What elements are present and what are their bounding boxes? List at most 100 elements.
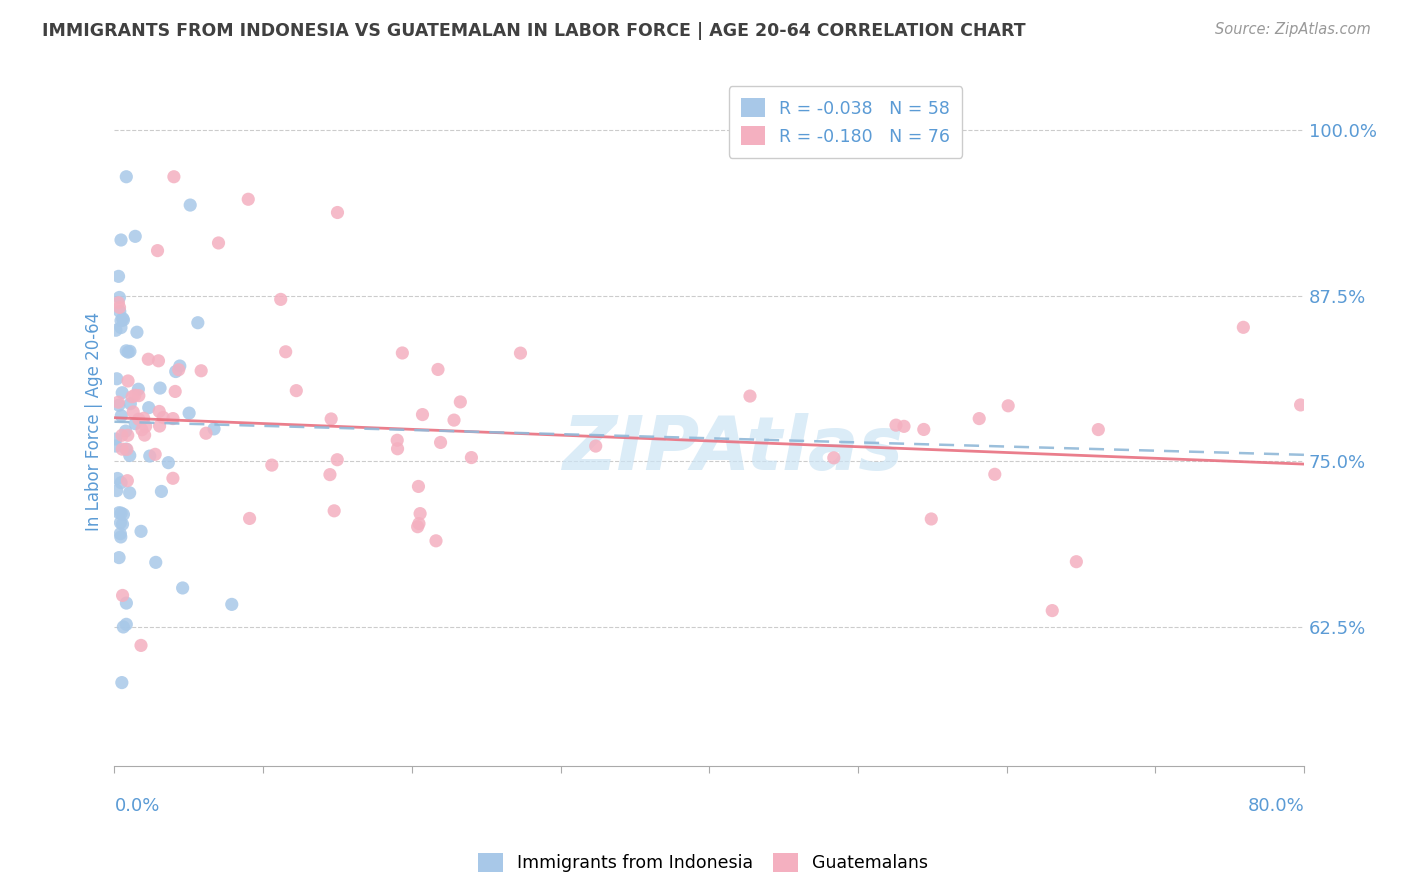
Point (967, 411, 990, 425)
Point (120, 397, 142, 411)
Point (585, 439, 607, 453)
Point (387, 442, 409, 456)
Point (145, 555, 167, 569)
Point (238, 192, 260, 206)
Point (111, 385, 134, 400)
Point (104, 439, 127, 453)
Point (738, 389, 761, 403)
Point (115, 343, 138, 358)
Point (326, 205, 349, 219)
Point (108, 398, 131, 412)
Point (1289, 398, 1312, 412)
Point (391, 346, 413, 360)
Point (110, 526, 132, 541)
Point (134, 428, 156, 442)
Point (823, 450, 845, 465)
Point (124, 417, 146, 431)
Point (509, 346, 531, 360)
Point (108, 304, 131, 318)
Point (105, 372, 128, 386)
Point (111, 442, 134, 457)
Point (118, 449, 141, 463)
Point (108, 290, 131, 304)
Point (270, 293, 292, 307)
Point (110, 475, 132, 490)
Point (115, 596, 138, 610)
Point (125, 325, 148, 339)
Point (104, 432, 127, 446)
Point (118, 486, 141, 500)
Point (190, 364, 212, 378)
Point (127, 382, 149, 396)
Point (893, 419, 915, 434)
Point (411, 408, 433, 422)
Point (150, 484, 173, 499)
Point (239, 511, 262, 525)
Point (138, 401, 160, 415)
Point (129, 639, 152, 653)
Point (163, 169, 186, 184)
Point (429, 435, 451, 450)
Point (425, 533, 447, 548)
Point (124, 388, 146, 402)
Point (172, 581, 194, 595)
Point (117, 428, 139, 442)
Point (110, 530, 132, 544)
Text: 80.0%: 80.0% (1247, 797, 1305, 814)
Point (117, 474, 139, 488)
Point (202, 422, 225, 436)
Point (408, 479, 430, 493)
Point (132, 411, 155, 425)
Point (187, 316, 209, 330)
Text: Source: ZipAtlas.com: Source: ZipAtlas.com (1215, 22, 1371, 37)
Point (148, 404, 170, 418)
Point (143, 447, 166, 461)
Text: 0.0%: 0.0% (114, 797, 160, 814)
Point (114, 424, 136, 438)
Legend: R = -0.038   N = 58, R = -0.180   N = 76: R = -0.038 N = 58, R = -0.180 N = 76 (728, 87, 962, 158)
Point (118, 344, 141, 359)
Point (107, 471, 129, 485)
Point (124, 229, 146, 244)
Point (112, 508, 135, 522)
Text: ZIPAtlas: ZIPAtlas (562, 413, 904, 486)
Point (920, 512, 942, 526)
Point (149, 381, 172, 395)
Point (115, 169, 138, 184)
Point (115, 442, 138, 457)
Point (111, 589, 134, 603)
Point (321, 412, 343, 426)
Point (105, 483, 128, 498)
Point (162, 411, 184, 425)
Point (260, 458, 283, 472)
Point (122, 405, 145, 419)
Point (117, 345, 139, 359)
Point (148, 353, 170, 368)
Point (1040, 604, 1063, 618)
Point (107, 269, 129, 284)
Legend: Immigrants from Indonesia, Guatemalans: Immigrants from Indonesia, Guatemalans (471, 846, 935, 879)
Point (1087, 423, 1109, 437)
Point (108, 301, 131, 315)
Point (177, 406, 200, 420)
Point (195, 426, 218, 441)
Point (406, 519, 429, 533)
Point (1066, 555, 1088, 569)
Point (128, 412, 150, 426)
Point (135, 419, 157, 434)
Point (997, 399, 1019, 413)
Point (162, 471, 184, 485)
Point (121, 390, 143, 404)
Point (117, 374, 139, 388)
Point (115, 617, 138, 632)
Point (110, 313, 132, 327)
Point (152, 410, 174, 425)
Point (108, 550, 131, 565)
Point (108, 506, 131, 520)
Point (104, 323, 127, 337)
Point (149, 419, 172, 434)
Point (167, 362, 190, 376)
Point (110, 506, 132, 520)
Point (112, 620, 135, 634)
Point (884, 418, 907, 433)
